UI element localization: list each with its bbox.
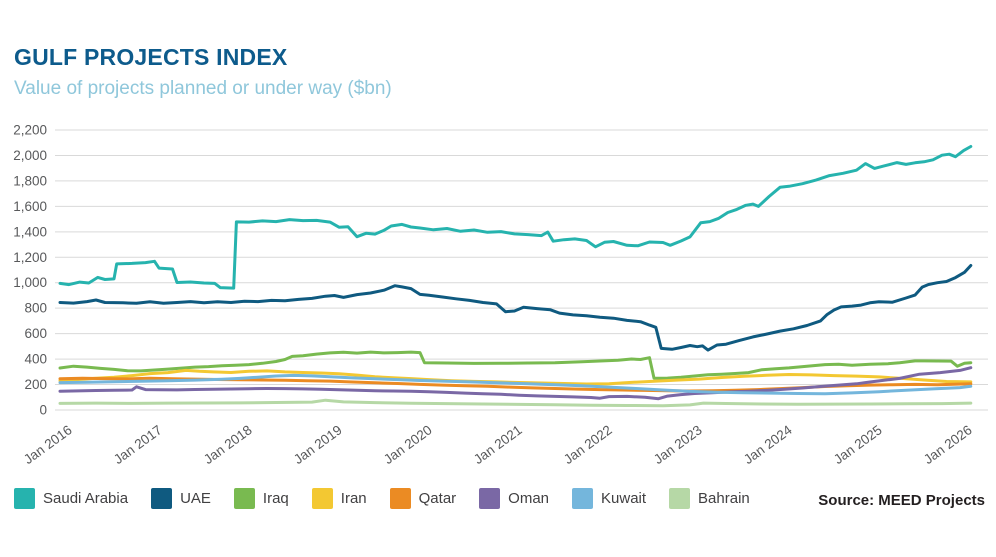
x-tick-label: Jan 2016 [21,422,75,467]
legend-swatch-kuwait [572,488,594,509]
legend-item-qatar: Qatar [389,488,457,509]
legend-swatch-bahrain [669,488,691,509]
x-tick-label: Jan 2022 [561,422,615,467]
series-line-iraq [58,350,973,380]
y-tick-label: 1,400 [13,224,47,239]
source-credit: Source: MEED Projects [818,492,985,509]
x-tick-label: Jan 2018 [201,422,255,467]
legend: Saudi Arabia UAE Iraq Iran Qatar Oman Kuwait Ba… [14,488,750,509]
legend-item-iraq: Iraq [233,488,289,509]
y-tick-label: 1,200 [13,250,47,265]
y-tick-label: 1,800 [13,173,47,188]
x-tick-label: Jan 2021 [471,422,525,467]
y-tick-label: 1,600 [13,199,47,214]
chart-subtitle: Value of projects planned or under way (… [14,78,392,99]
legend-label: Bahrain [698,490,750,507]
y-tick-label: 200 [24,377,47,392]
legend-item-uae: UAE [151,488,211,509]
y-tick-label: 2,200 [13,123,47,138]
legend-swatch-oman [479,488,501,509]
y-tick-label: 2,000 [13,148,47,163]
legend-item-saudi-arabia: Saudi Arabia [14,488,128,509]
legend-swatch-qatar [389,488,411,509]
chart-header: GULF PROJECTS INDEX Value of projects pl… [14,44,392,100]
legend-swatch-iraq [233,488,255,509]
series-line-oman [58,366,973,401]
chart-title: GULF PROJECTS INDEX [14,44,288,70]
x-tick-label: Jan 2017 [111,422,165,467]
x-tick-label: Jan 2019 [291,422,345,467]
x-tick-label: Jan 2026 [921,422,975,467]
y-tick-label: 400 [24,352,47,367]
legend-item-kuwait: Kuwait [572,488,646,509]
x-tick-label: Jan 2023 [651,422,705,467]
x-tick-label: Jan 2025 [831,422,885,467]
x-tick-label: Jan 2020 [381,422,435,467]
legend-label: Oman [508,490,550,507]
series-line-uae [58,264,973,352]
legend-item-oman: Oman [479,488,549,509]
x-tick-label: Jan 2024 [741,422,795,467]
y-tick-label: 0 [39,403,47,418]
y-tick-label: 1,000 [13,275,47,290]
series-line-saudi-arabia [58,145,973,290]
legend-label: Qatar [418,490,457,507]
y-tick-label: 800 [24,301,47,316]
legend-label: Saudi Arabia [43,490,129,507]
legend-swatch-saudi-arabia [14,488,35,509]
series-line-bahrain [58,398,973,408]
legend-item-iran: Iran [311,488,367,509]
legend-swatch-iran [311,488,333,509]
series-line-kuwait [58,373,973,396]
legend-item-bahrain: Bahrain [669,488,750,509]
legend-label: Iraq [262,490,289,507]
y-tick-label: 600 [24,326,47,341]
legend-swatch-uae [151,488,173,509]
legend-label: Kuwait [601,490,647,507]
legend-label: UAE [180,490,211,507]
legend-label: Iran [340,490,367,507]
